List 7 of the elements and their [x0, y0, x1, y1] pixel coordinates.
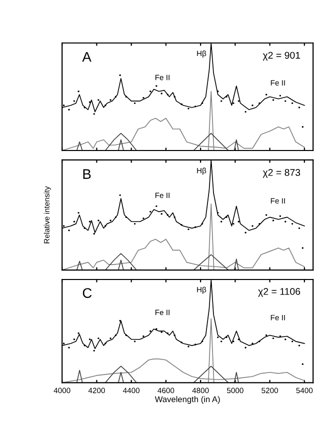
- annotation: χ2 = 873: [262, 169, 300, 178]
- annotation: A: [82, 52, 92, 62]
- annotation: χ2 = 901: [262, 52, 300, 61]
- x-axis-title: Wavelength (in A): [154, 396, 220, 404]
- annotation: C: [82, 288, 92, 298]
- annotation: χ2 = 1106: [258, 288, 300, 297]
- annotation: B: [83, 169, 91, 179]
